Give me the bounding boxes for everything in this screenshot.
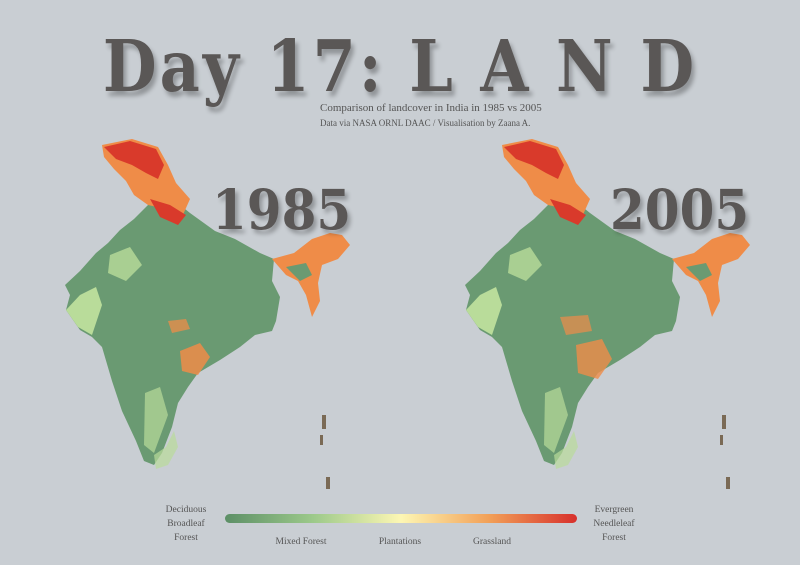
andaman-islands	[320, 415, 330, 489]
data-credit: Data via NASA ORNL DAAC / Visualisation …	[320, 118, 531, 128]
india-landmass	[65, 139, 350, 469]
subtitle: Comparison of landcover in India in 1985…	[320, 102, 542, 114]
year-label-1985: 1985	[212, 177, 352, 242]
legend-label-mixed-forest: Mixed Forest	[275, 537, 327, 547]
page-title: Day 17: L A N D	[102, 24, 698, 109]
legend-gradient-bar	[225, 514, 577, 523]
legend-label-deciduous: Deciduous Broadleaf Forest	[165, 505, 207, 543]
legend-label-evergreen: Evergreen Needleleaf Forest	[593, 505, 635, 543]
india-map-2005	[465, 139, 750, 489]
legend-label-plantations: Plantations	[378, 537, 422, 547]
india-map-1985	[65, 139, 350, 489]
andaman-islands	[720, 415, 730, 489]
india-landmass	[465, 139, 750, 469]
legend-label-grassland: Grassland	[473, 537, 511, 547]
year-label-2005: 2005	[610, 177, 750, 242]
